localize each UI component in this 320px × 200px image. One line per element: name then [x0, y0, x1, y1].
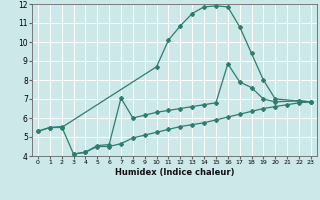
X-axis label: Humidex (Indice chaleur): Humidex (Indice chaleur) [115, 168, 234, 177]
